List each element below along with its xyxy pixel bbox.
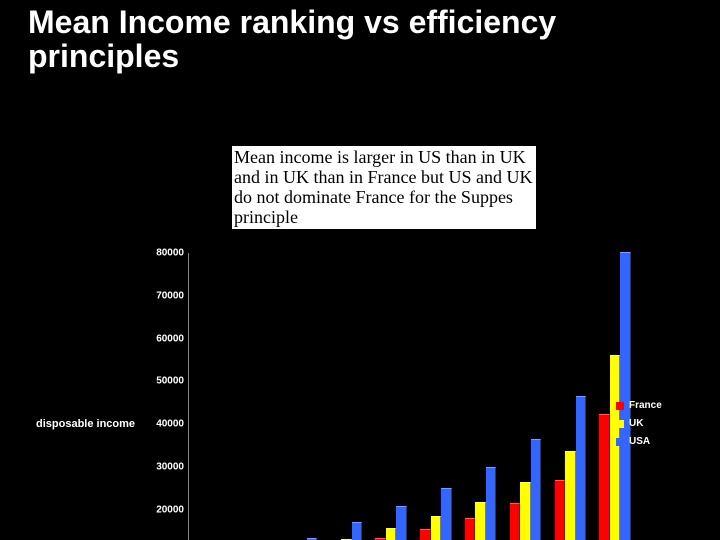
legend-item-france: France bbox=[616, 400, 662, 411]
bar-uk-8 bbox=[520, 482, 530, 540]
bar-uk-5 bbox=[386, 528, 396, 540]
plot-area bbox=[188, 253, 637, 540]
bar-france-10 bbox=[599, 414, 609, 540]
y-axis-label: disposable income bbox=[36, 418, 135, 430]
legend: France UK USA bbox=[616, 400, 662, 454]
bar-usa-8 bbox=[531, 439, 541, 540]
legend-label: USA bbox=[629, 436, 650, 447]
annotation-text: Mean income is larger in US than in UK a… bbox=[232, 146, 536, 229]
bar-uk-7 bbox=[475, 502, 485, 540]
y-tick: 60000 bbox=[156, 333, 184, 344]
bar-usa-6 bbox=[441, 488, 451, 540]
bar-usa-7 bbox=[486, 467, 496, 540]
y-tick: 20000 bbox=[156, 504, 184, 515]
bar-uk-6 bbox=[431, 516, 441, 540]
legend-item-usa: USA bbox=[616, 436, 662, 447]
legend-swatch bbox=[616, 438, 624, 446]
bar-usa-10 bbox=[620, 252, 630, 540]
legend-label: UK bbox=[629, 418, 643, 429]
y-tick: 50000 bbox=[156, 376, 184, 387]
bar-usa-5 bbox=[396, 506, 406, 540]
bar-usa-9 bbox=[576, 396, 586, 540]
slide: Mean Income ranking vs efficiency princi… bbox=[0, 0, 720, 540]
legend-label: France bbox=[629, 400, 662, 411]
bar-france-7 bbox=[465, 518, 475, 540]
bar-france-9 bbox=[555, 480, 565, 540]
bar-uk-9 bbox=[565, 451, 575, 540]
bar-france-6 bbox=[420, 529, 430, 540]
y-tick: 40000 bbox=[156, 419, 184, 430]
legend-swatch bbox=[616, 402, 624, 410]
y-tick: 80000 bbox=[156, 248, 184, 259]
bar-usa-4 bbox=[352, 522, 362, 540]
y-tick: 30000 bbox=[156, 461, 184, 472]
bar-france-8 bbox=[510, 503, 520, 540]
legend-item-uk: UK bbox=[616, 418, 662, 429]
page-title: Mean Income ranking vs efficiency princi… bbox=[28, 6, 588, 73]
y-tick: 70000 bbox=[156, 290, 184, 301]
legend-swatch bbox=[616, 420, 624, 428]
